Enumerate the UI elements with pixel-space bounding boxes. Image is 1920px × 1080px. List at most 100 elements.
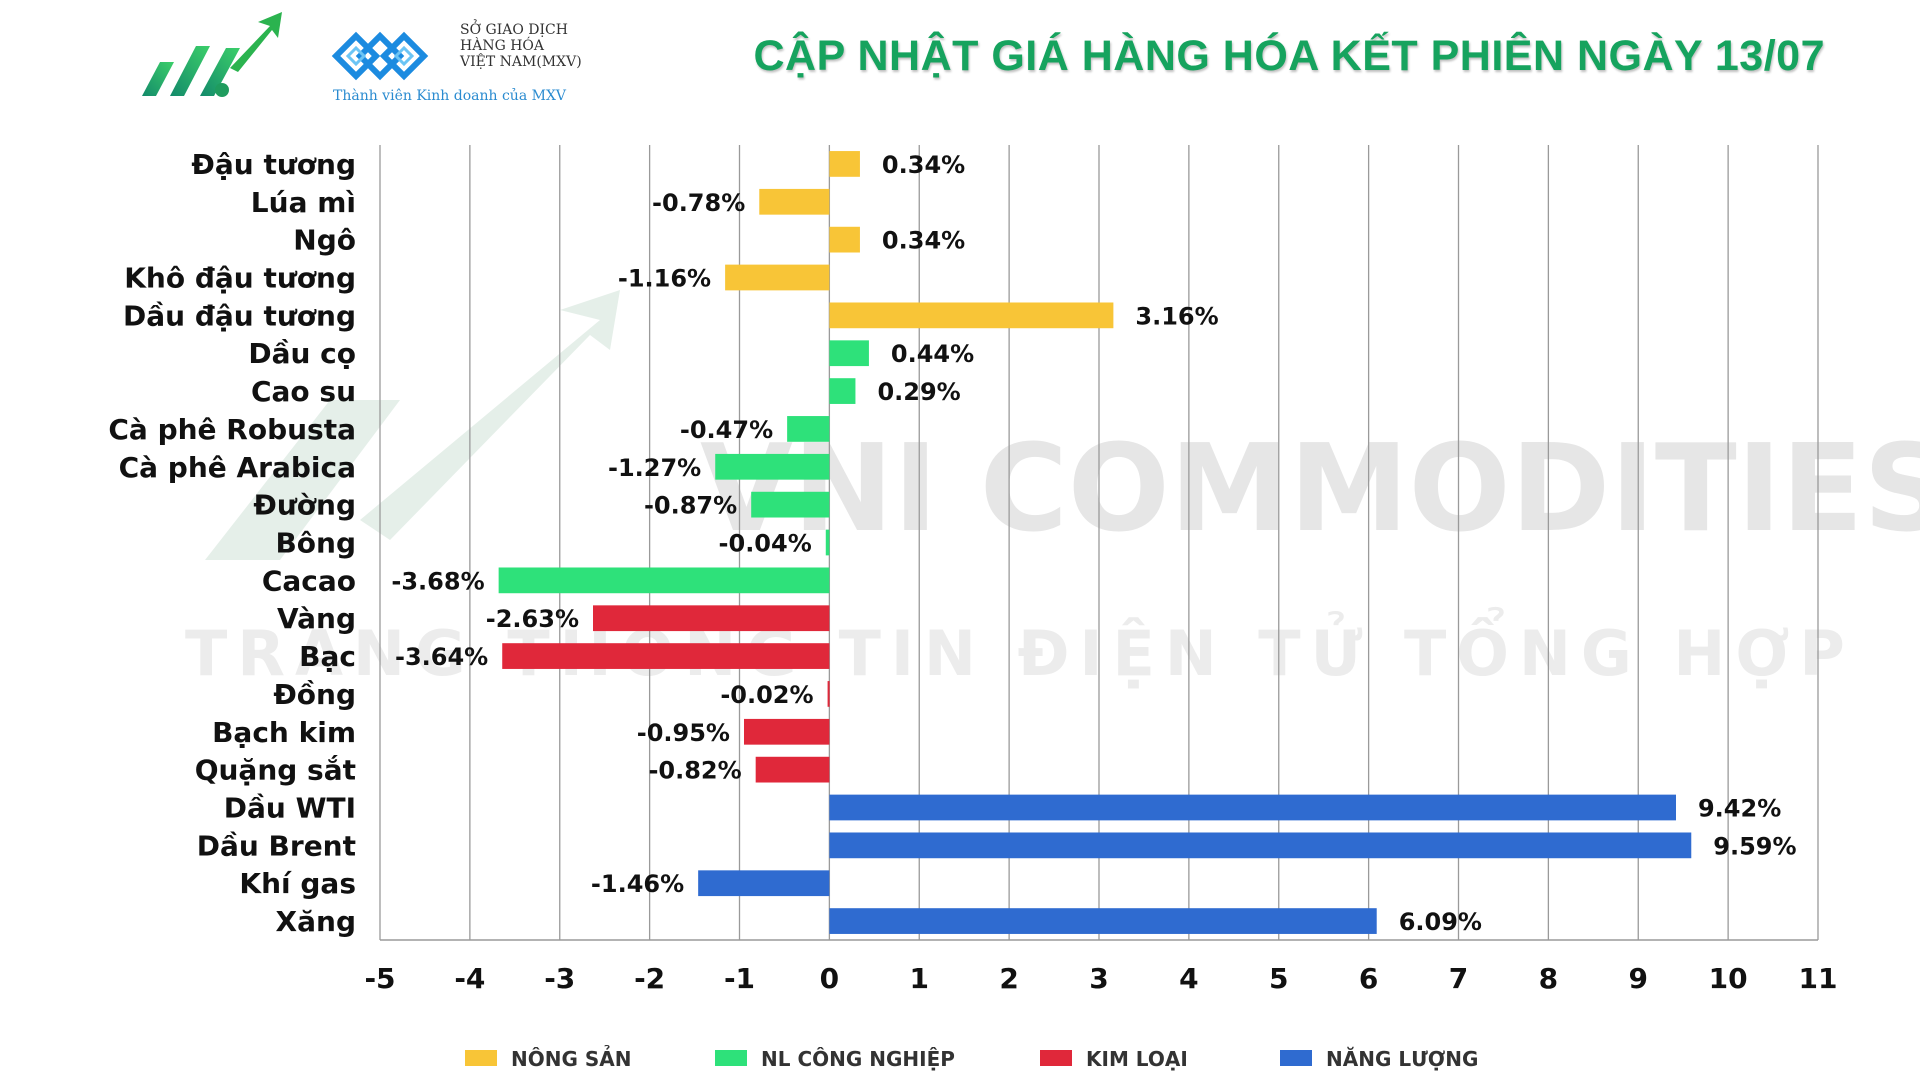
category-label: Đậu tương — [191, 148, 356, 181]
page-title: CẬP NHẬT GIÁ HÀNG HÓA KẾT PHIÊN NGÀY 13/… — [753, 32, 1825, 80]
data-label: 9.42% — [1698, 795, 1781, 823]
legend-swatch — [715, 1050, 747, 1066]
data-label: -0.04% — [719, 530, 812, 558]
bar — [725, 264, 830, 291]
mxv-name-line3: VIỆT NAM(MXV) — [460, 54, 582, 70]
category-label: Cà phê Robusta — [108, 413, 356, 446]
x-tick-label: 2 — [999, 962, 1018, 995]
x-axis-ticks: -5 -4 -3 -2 -1 0 1 2 3 4 5 6 7 8 9 10 11 — [364, 962, 1837, 995]
bar — [829, 302, 1114, 329]
bar — [829, 794, 1676, 821]
legend-label: KIM LOẠI — [1086, 1047, 1188, 1071]
legend-label: NĂNG LƯỢNG — [1326, 1047, 1478, 1071]
data-label: 0.29% — [877, 378, 960, 406]
category-label: Bạch kim — [212, 716, 356, 749]
vni-logo — [142, 12, 282, 97]
data-label: -1.16% — [618, 265, 711, 293]
category-label: Khí gas — [239, 867, 356, 900]
data-label: -0.87% — [644, 492, 737, 520]
x-tick-label: 4 — [1179, 962, 1198, 995]
bar — [715, 453, 830, 480]
bars — [498, 151, 1692, 934]
data-label: 9.59% — [1713, 832, 1796, 860]
category-label: Đồng — [273, 678, 356, 711]
legend-item: NĂNG LƯỢNG — [1280, 1047, 1478, 1071]
bar — [502, 643, 830, 669]
category-label: Bông — [275, 527, 356, 560]
category-label: Ngô — [293, 224, 356, 257]
x-tick-label: -2 — [634, 962, 665, 995]
data-label: -1.46% — [591, 870, 684, 898]
legend-item: KIM LOẠI — [1040, 1047, 1188, 1071]
bar — [829, 378, 856, 404]
data-label: -2.63% — [486, 605, 579, 633]
legend-swatch — [465, 1050, 497, 1066]
x-tick-label: 0 — [820, 962, 839, 995]
mxv-name: SỞ GIAO DỊCH HÀNG HÓA VIỆT NAM(MXV) — [460, 22, 582, 70]
category-label: Dầu cọ — [248, 337, 356, 370]
x-tick-label: 6 — [1359, 962, 1378, 995]
x-tick-label: 5 — [1269, 962, 1288, 995]
data-label: 6.09% — [1399, 908, 1482, 936]
x-tick-label: 8 — [1539, 962, 1558, 995]
bar — [759, 188, 830, 215]
category-label: Cà phê Arabica — [119, 451, 356, 484]
legend-item: NÔNG SẢN — [465, 1046, 631, 1071]
category-label: Khô đậu tương — [124, 262, 356, 295]
data-label: 0.44% — [891, 340, 974, 368]
bar — [825, 529, 830, 556]
bar — [498, 567, 830, 594]
category-label: Vàng — [277, 602, 356, 635]
data-label: -0.02% — [720, 681, 813, 709]
bar — [829, 151, 860, 177]
data-label: 3.16% — [1135, 302, 1218, 330]
mxv-logo-icon — [331, 31, 429, 81]
x-tick-label: -3 — [544, 962, 575, 995]
mxv-name-line2: HÀNG HÓA — [460, 38, 544, 54]
category-label: Lúa mì — [251, 186, 356, 219]
mxv-name-line1: SỞ GIAO DỊCH — [460, 22, 568, 38]
bar — [698, 870, 830, 897]
data-label: 0.34% — [882, 227, 965, 255]
data-label: -0.78% — [652, 189, 745, 217]
mxv-tagline: Thành viên Kinh doanh của MXV — [333, 88, 567, 104]
category-label: Dầu Brent — [197, 829, 356, 862]
legend-label: NL CÔNG NGHIỆP — [761, 1047, 955, 1071]
x-tick-label: 9 — [1629, 962, 1648, 995]
value-labels: 0.34% -0.78% 0.34% -1.16% 3.16% 0.44% 0.29% -0.… — [391, 151, 1796, 936]
data-label: 0.34% — [882, 151, 965, 179]
bar — [829, 340, 869, 367]
data-label: -0.47% — [680, 416, 773, 444]
grid-lines — [379, 145, 1819, 941]
bar — [755, 756, 830, 783]
bar — [751, 491, 830, 518]
x-tick-label: -4 — [454, 962, 485, 995]
x-tick-label: 10 — [1709, 962, 1748, 995]
data-label: -3.64% — [395, 643, 488, 671]
bar — [829, 832, 1692, 859]
x-tick-label: -1 — [724, 962, 755, 995]
bar — [827, 681, 830, 707]
category-labels: Đậu tương Lúa mì Ngô Khô đậu tương Dầu đậu t… — [108, 148, 356, 938]
category-label: Cao su — [251, 375, 356, 408]
category-label: Quặng sắt — [195, 754, 356, 787]
legend-swatch — [1040, 1050, 1072, 1066]
bar — [829, 226, 860, 253]
legend-item: NL CÔNG NGHIỆP — [715, 1047, 955, 1071]
x-tick-label: 1 — [910, 962, 929, 995]
data-label: -0.82% — [648, 757, 741, 785]
x-tick-label: 3 — [1089, 962, 1108, 995]
category-label: Bạc — [299, 640, 356, 673]
legend-swatch — [1280, 1050, 1312, 1066]
bar — [593, 605, 830, 632]
category-label: Cacao — [262, 564, 356, 597]
legend-label: NÔNG SẢN — [511, 1046, 631, 1071]
x-tick-label: 7 — [1449, 962, 1468, 995]
category-label: Dầu đậu tương — [123, 299, 356, 332]
legend: NÔNG SẢN NL CÔNG NGHIỆP KIM LOẠI NĂNG LƯỢNG — [465, 1046, 1478, 1071]
x-tick-label: -5 — [364, 962, 395, 995]
bar — [787, 416, 830, 442]
category-label: Đường — [253, 489, 356, 522]
bar — [743, 718, 830, 745]
